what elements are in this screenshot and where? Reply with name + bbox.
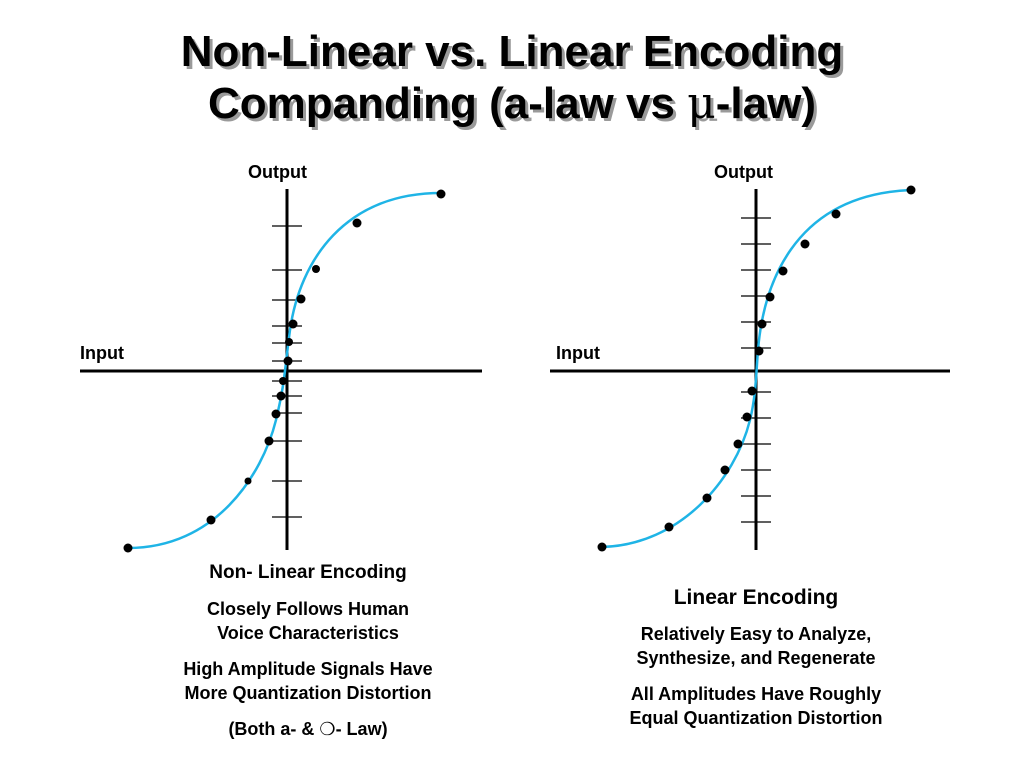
slide-title-line1: Non-Linear vs. Linear Encoding [180, 27, 844, 76]
nonlinear-note: (Both a- & ❍- Law) [130, 717, 486, 741]
linear-text-2-line2: Equal Quantization Distortion [629, 708, 883, 728]
note-suffix: - Law) [335, 719, 388, 739]
linear-heading: Linear Encoding [673, 586, 839, 609]
linear-text-2-line1: All Amplitudes Have Roughly [630, 684, 882, 704]
nonlinear-output-label: Output [248, 162, 307, 182]
nonlinear-heading: Non- Linear Encoding [209, 562, 407, 583]
title-line2-suffix: -law) [715, 79, 816, 128]
mu-glyph: ❍ [319, 719, 336, 739]
linear-text-1-line2: Synthesize, and Regenerate [636, 648, 876, 668]
nonlinear-points [123, 189, 446, 553]
linear-input-label: Input [556, 343, 600, 363]
nonlinear-input-label: Input [80, 343, 124, 363]
linear-text-1-line1: Relatively Easy to Analyze, [640, 624, 872, 644]
nonlinear-text-2-line1: High Amplitude Signals Have [183, 659, 433, 679]
linear-curve [601, 188, 912, 549]
nonlinear-text-1-line2: Voice Characteristics [217, 623, 399, 643]
slide-title-line2: Companding (a-law vs μ-law) [0, 79, 1024, 129]
nonlinear-text-1-line1: Closely Follows Human [206, 599, 410, 619]
linear-text-1: Relatively Easy to Analyze, Synthesize, a… [578, 622, 934, 670]
linear-points [597, 185, 916, 552]
note-prefix: (Both a- & [228, 719, 320, 739]
mu-symbol: μ [687, 78, 716, 129]
linear-description: Linear Encoding Relatively Easy to Analy… [578, 586, 934, 742]
linear-output-label: Output [714, 162, 773, 182]
nonlinear-text-2: High Amplitude Signals Have More Quantiza… [130, 657, 486, 705]
linear-text-2: All Amplitudes Have Roughly Equal Quantiz… [578, 682, 934, 730]
nonlinear-ticks [272, 225, 302, 518]
title-line2-prefix: Companding (a-law vs [207, 79, 688, 128]
nonlinear-text-2-line2: More Quantization Distortion [184, 683, 432, 703]
nonlinear-text-1: Closely Follows Human Voice Characteristi… [130, 597, 486, 645]
nonlinear-description: Non- Linear Encoding Closely Follows Hum… [130, 561, 486, 753]
